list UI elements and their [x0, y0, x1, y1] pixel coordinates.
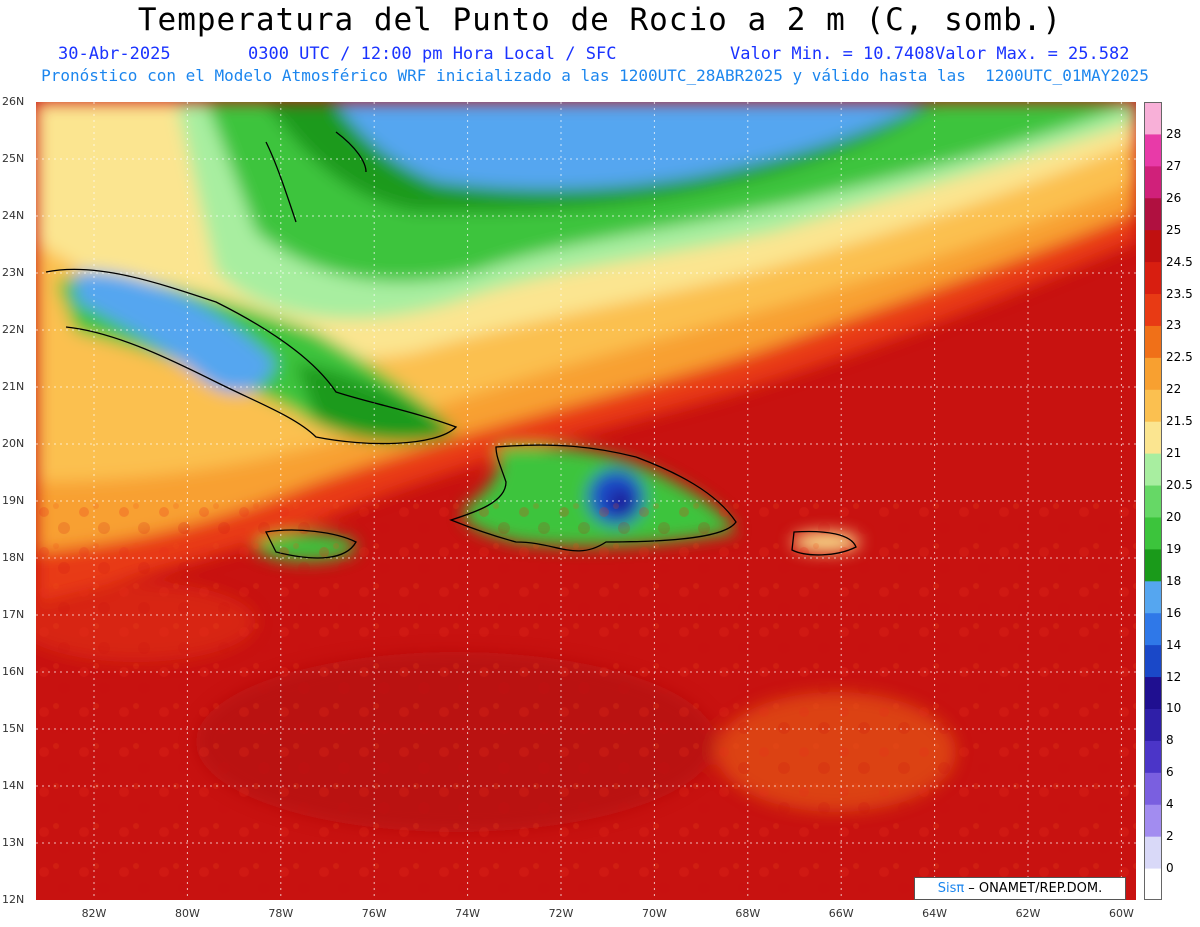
lat-label: 15N	[2, 722, 25, 735]
lat-label: 12N	[2, 893, 25, 906]
colorbar-segment	[1144, 644, 1162, 678]
colorbar-segment	[1144, 133, 1162, 167]
colorbar-segment	[1144, 772, 1162, 805]
colorbar-segment	[1144, 357, 1162, 390]
credit-logo: Sisπ	[937, 881, 965, 896]
lon-label: 64W	[922, 907, 948, 920]
lat-label: 18N	[2, 551, 25, 564]
colorbar-label: 18	[1166, 573, 1182, 588]
lat-label: 17N	[2, 608, 25, 621]
colorbar-label: 23.5	[1166, 286, 1193, 301]
colorbar-segment	[1144, 389, 1162, 422]
colorbar-label: 23	[1166, 318, 1182, 333]
lat-label: 13N	[2, 836, 25, 849]
lat-label: 25N	[2, 152, 25, 165]
colorbar-border	[1144, 102, 1162, 900]
lon-label: 66W	[828, 907, 854, 920]
colorbar-label: 10	[1166, 701, 1182, 716]
colorbar-label: 6	[1166, 765, 1174, 780]
colorbar-label: 20	[1166, 509, 1182, 524]
min-value: Valor Min. = 10.7408	[730, 44, 935, 64]
colorbar-label: 2	[1166, 829, 1174, 844]
colorbar-label: 19	[1166, 541, 1182, 556]
colorbar-segment	[1144, 485, 1162, 518]
lat-label: 14N	[2, 779, 25, 792]
colorbar-label: 21	[1166, 446, 1182, 461]
lat-label: 26N	[2, 95, 25, 108]
colorbar-segment	[1144, 804, 1162, 837]
map-title: Temperatura del Punto de Rocio a 2 m (C,…	[137, 2, 1063, 38]
colorbar-label: 12	[1166, 669, 1182, 684]
colorbar-label: 25	[1166, 222, 1182, 237]
colorbar-segment	[1144, 229, 1162, 263]
lon-label: 72W	[548, 907, 574, 920]
dewpoint-map	[36, 102, 1136, 900]
colorbar-segment	[1144, 708, 1162, 741]
colorbar-segment	[1144, 261, 1162, 295]
colorbar-label: 20.5	[1166, 478, 1193, 493]
lat-label: 22N	[2, 323, 25, 336]
lon-label: 80W	[174, 907, 200, 920]
credit-box: Sisπ – ONAMET/REP.DOM.	[914, 877, 1126, 900]
colorbar-segment	[1144, 165, 1162, 199]
colorbar-segment	[1144, 580, 1162, 614]
colorbar-segment	[1144, 453, 1162, 486]
colorbar-segment	[1144, 548, 1162, 582]
colorbar-segment	[1144, 516, 1162, 550]
lon-label: 60W	[1108, 907, 1134, 920]
colorbar-segment	[1144, 325, 1162, 358]
colorbar-segment	[1144, 197, 1162, 231]
max-value: Valor Max. = 25.582	[935, 44, 1130, 64]
colorbar-segment	[1144, 102, 1162, 135]
colorbar-label: 26	[1166, 190, 1182, 205]
colorbar-segment	[1144, 836, 1162, 869]
colorbar-segment	[1144, 612, 1162, 646]
lat-label: 24N	[2, 209, 25, 222]
lat-label: 19N	[2, 494, 25, 507]
colorbar-segment	[1144, 868, 1162, 900]
colorbar-label: 24.5	[1166, 254, 1193, 269]
lon-label: 82W	[81, 907, 107, 920]
model-info: Pronóstico con el Modelo Atmosférico WRF…	[41, 66, 1149, 85]
lat-label: 21N	[2, 380, 25, 393]
lon-label: 78W	[268, 907, 294, 920]
lon-label: 74W	[455, 907, 481, 920]
lon-label: 76W	[361, 907, 387, 920]
colorbar-label: 8	[1166, 733, 1174, 748]
colorbar-label: 21.5	[1166, 414, 1193, 429]
colorbar-segment	[1144, 676, 1162, 709]
lat-label: 16N	[2, 665, 25, 678]
colorbar-label: 14	[1166, 637, 1182, 652]
colorbar-segment	[1144, 421, 1162, 454]
colorbar	[1144, 102, 1162, 900]
colorbar-label: 28	[1166, 126, 1182, 141]
valid-date: 30-Abr-2025	[58, 44, 171, 64]
colorbar-label: 22	[1166, 382, 1182, 397]
colorbar-label: 4	[1166, 797, 1174, 812]
colorbar-segment	[1144, 293, 1162, 326]
colorbar-label: 16	[1166, 605, 1182, 620]
lon-label: 68W	[735, 907, 761, 920]
credit-text: – ONAMET/REP.DOM.	[968, 881, 1103, 896]
lat-label: 20N	[2, 437, 25, 450]
lat-label: 23N	[2, 266, 25, 279]
lon-label: 62W	[1015, 907, 1041, 920]
colorbar-label: 22.5	[1166, 350, 1193, 365]
valid-time: 0300 UTC / 12:00 pm Hora Local / SFC	[248, 44, 617, 64]
colorbar-segment	[1144, 740, 1162, 773]
lon-label: 70W	[641, 907, 667, 920]
colorbar-label: 0	[1166, 861, 1174, 876]
colorbar-label: 27	[1166, 158, 1182, 173]
